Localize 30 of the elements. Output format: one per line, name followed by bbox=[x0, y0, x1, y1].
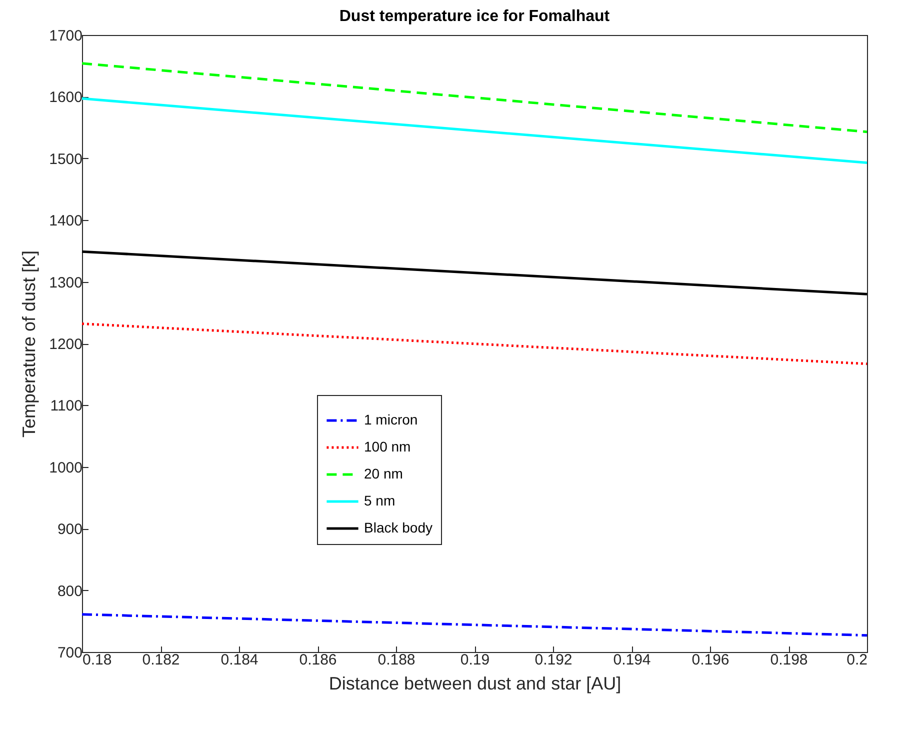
y-tick-label: 1100 bbox=[50, 398, 82, 415]
legend-label: Black body bbox=[364, 520, 432, 536]
y-tick-label: 700 bbox=[57, 644, 82, 662]
y-tick-label: 1000 bbox=[49, 459, 82, 476]
legend-label: 100 nm bbox=[364, 438, 411, 454]
y-tick-label: 1400 bbox=[49, 212, 82, 230]
x-tick-label: 0.188 bbox=[378, 652, 416, 668]
x-tick-label: 0.196 bbox=[692, 652, 730, 668]
x-tick-label: 0.2 bbox=[846, 652, 868, 668]
y-axis-title: Temperature of dust [K] bbox=[19, 250, 40, 438]
y-tick-label: 900 bbox=[57, 521, 82, 538]
x-tick-label: 0.192 bbox=[534, 652, 572, 668]
x-axis-title: Distance between dust and star [AU] bbox=[328, 674, 622, 694]
x-tick-label: 0.182 bbox=[142, 652, 180, 668]
chart-title: Dust temperature ice for Fomalhaut bbox=[339, 8, 610, 25]
x-tick-label: 0.194 bbox=[613, 652, 651, 668]
y-tick-label: 1200 bbox=[49, 336, 82, 353]
x-tick-label: 0.18 bbox=[82, 652, 112, 668]
x-tick-label: 0.186 bbox=[299, 652, 337, 668]
y-tick-label: 800 bbox=[57, 582, 82, 600]
y-tick-label: 1300 bbox=[49, 274, 82, 292]
legend-label: 5 nm bbox=[364, 492, 396, 508]
y-tick-label: 1700 bbox=[49, 28, 82, 44]
legend-label: 20 nm bbox=[364, 466, 403, 482]
y-tick-label: 1500 bbox=[49, 150, 82, 168]
x-tick-label: 0.19 bbox=[460, 652, 490, 668]
x-tick-label: 0.184 bbox=[220, 652, 258, 668]
x-tick-label: 0.198 bbox=[770, 652, 808, 668]
y-tick-label: 1600 bbox=[49, 89, 82, 106]
legend-label: 1 micron bbox=[364, 412, 418, 428]
